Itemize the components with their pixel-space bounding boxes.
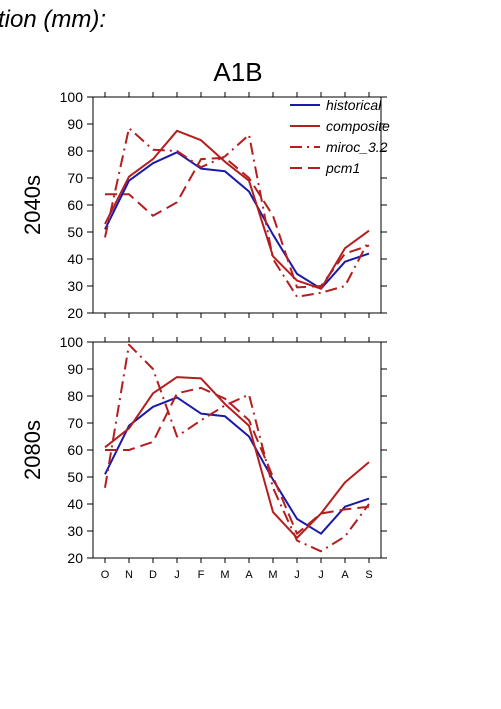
x-tick-label: M — [268, 569, 277, 581]
y-tick-label: 70 — [67, 415, 83, 431]
y-tick-label: 20 — [67, 305, 83, 321]
x-tick-label: O — [101, 569, 110, 581]
panel-2080s: 20 30 40 50 60 70 80 90 100 O N D J F M A M J J A S 2080s — [20, 334, 387, 581]
series-line-pcm1 — [105, 156, 370, 289]
legend-label-pcm1: pcm1 — [325, 160, 360, 176]
y-tick-label: 30 — [67, 278, 83, 294]
y-tick-label: 90 — [67, 361, 83, 377]
series-line-historical — [104, 396, 370, 535]
x-tick-label: J — [174, 569, 180, 581]
x-tick-label: S — [365, 569, 372, 581]
series-line-composite — [104, 376, 370, 539]
x-tick-label: M — [220, 569, 229, 581]
y-tick-label: 80 — [67, 143, 83, 159]
x-tick-label: J — [294, 569, 300, 581]
y-tick-label: 70 — [67, 170, 83, 186]
panel-2040s: 20 30 40 50 60 70 80 90 100 2040s historical compos… — [20, 89, 390, 321]
series-line-historical — [104, 151, 370, 290]
y-tick-label: 100 — [60, 334, 84, 350]
y-tick-label: 60 — [67, 442, 83, 458]
y-tick-label: 50 — [67, 469, 83, 485]
y-tick-label: 100 — [60, 89, 84, 105]
series-line-miroc_3.2 — [104, 127, 370, 298]
y-tick-label: 30 — [67, 523, 83, 539]
series-line-miroc_3.2 — [104, 343, 370, 553]
legend-label-historical: historical — [326, 97, 382, 113]
chart-panels: 20 30 40 50 60 70 80 90 100 2040s historical compos… — [20, 89, 390, 581]
row-label: 2040s — [20, 175, 45, 235]
scenario-title: A1B — [213, 57, 262, 87]
x-tick-label: A — [245, 569, 253, 581]
series-line-composite — [104, 129, 370, 290]
legend-label-composite: composite — [326, 118, 390, 134]
series-line-pcm1 — [105, 386, 370, 535]
x-tick-label: F — [198, 569, 205, 581]
x-tick-label: D — [149, 569, 157, 581]
y-tick-label: 20 — [67, 550, 83, 566]
y-tick-label: 40 — [67, 251, 83, 267]
legend-label-miroc_3.2: miroc_3.2 — [326, 139, 388, 155]
x-tick-label: N — [125, 569, 133, 581]
y-tick-label: 80 — [67, 388, 83, 404]
row-label: 2080s — [20, 420, 45, 480]
x-tick-label: A — [341, 569, 349, 581]
y-tick-label: 40 — [67, 496, 83, 512]
page-title: tion (mm): — [0, 6, 106, 33]
y-tick-label: 60 — [67, 197, 83, 213]
x-tick-label: J — [318, 569, 324, 581]
plot-frame — [92, 341, 382, 559]
y-tick-label: 90 — [67, 116, 83, 132]
y-tick-label: 50 — [67, 224, 83, 240]
